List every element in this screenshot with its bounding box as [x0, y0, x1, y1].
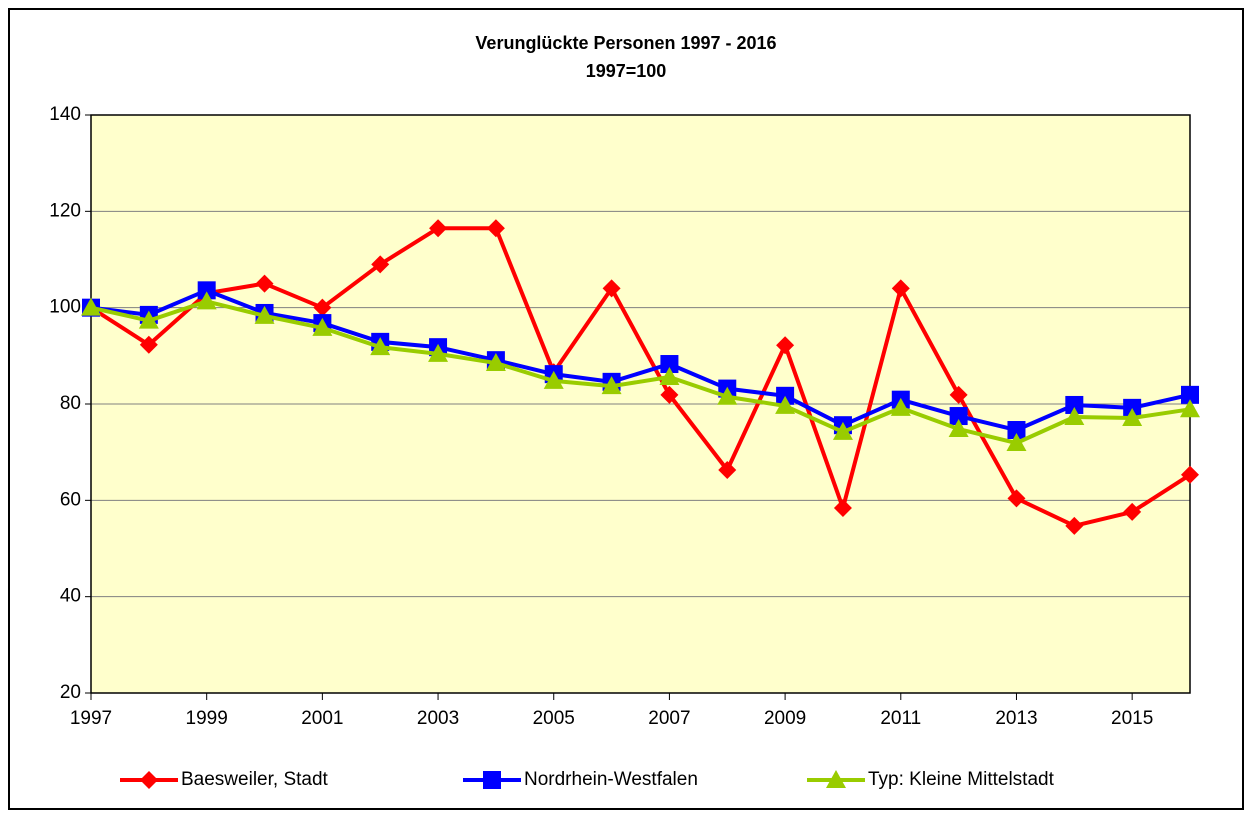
data-point: [659, 367, 680, 386]
data-point: [138, 310, 159, 329]
data-point: [1065, 395, 1084, 414]
data-point: [1122, 407, 1143, 426]
series-line: [89, 226, 1192, 528]
y-tick-label: 140: [49, 104, 81, 125]
data-point: [139, 335, 158, 354]
data-point: [197, 281, 216, 300]
data-point: [1181, 465, 1199, 484]
data-point: [1064, 407, 1085, 426]
data-point: [196, 291, 217, 310]
legend-label: Baesweiler, Stadt: [181, 769, 329, 790]
data-point: [429, 219, 448, 238]
chart-title: Verunglückte Personen 1997 - 2016: [475, 33, 776, 53]
data-point: [1181, 385, 1199, 404]
x-tick-label: 2015: [1111, 708, 1153, 729]
data-point: [832, 421, 853, 440]
data-point: [660, 355, 679, 374]
series-line: [90, 288, 1191, 433]
data-point: [660, 385, 679, 404]
data-point: [1180, 399, 1200, 418]
data-point: [890, 397, 911, 416]
data-point: [486, 219, 505, 238]
x-tick-label: 2011: [880, 708, 921, 729]
data-point: [948, 419, 969, 438]
x-tick-label: 2003: [417, 708, 459, 729]
data-point: [255, 274, 274, 293]
data-point: [1123, 502, 1142, 521]
data-point: [1065, 516, 1084, 535]
y-tick-label: 100: [49, 297, 81, 318]
legend-marker: [826, 770, 846, 788]
x-tick-label: 2009: [764, 708, 806, 729]
y-tick-label: 20: [60, 682, 81, 703]
data-point: [254, 305, 275, 324]
data-point: [891, 279, 910, 298]
legend-marker: [483, 771, 501, 789]
y-tick-label: 40: [60, 586, 81, 607]
legend-label: Nordrhein-Westfalen: [524, 769, 698, 790]
y-tick-label: 80: [60, 393, 81, 414]
chart-subtitle: 1997=100: [586, 61, 667, 81]
legend-marker: [140, 771, 158, 789]
data-point: [601, 376, 622, 395]
y-tick-label: 120: [49, 200, 81, 221]
series-line: [90, 299, 1191, 446]
data-point: [602, 279, 621, 298]
data-point: [1123, 398, 1142, 417]
data-point: [949, 407, 968, 426]
data-point: [1006, 433, 1027, 452]
data-point: [718, 460, 737, 479]
data-point: [1007, 489, 1026, 508]
x-tick-label: 1999: [186, 708, 228, 729]
data-point: [833, 499, 852, 518]
data-point: [81, 297, 101, 316]
data-point: [543, 370, 564, 389]
data-point: [428, 343, 449, 362]
data-point: [312, 317, 333, 336]
data-point: [717, 386, 738, 405]
legend-label: Typ: Kleine Mittelstadt: [868, 769, 1055, 790]
data-point: [1007, 421, 1026, 440]
data-point: [313, 298, 332, 317]
data-point: [776, 336, 795, 355]
data-point: [370, 337, 391, 356]
data-point: [485, 353, 506, 372]
data-point: [775, 395, 796, 414]
x-tick-label: 1997: [70, 708, 112, 729]
x-tick-label: 2013: [995, 708, 1037, 729]
x-tick-label: 2005: [533, 708, 575, 729]
y-tick-label: 60: [60, 489, 81, 510]
data-point: [949, 385, 968, 404]
data-point: [371, 255, 390, 274]
x-tick-label: 2001: [301, 708, 343, 729]
x-tick-label: 2007: [648, 708, 690, 729]
data-point: [776, 386, 795, 405]
